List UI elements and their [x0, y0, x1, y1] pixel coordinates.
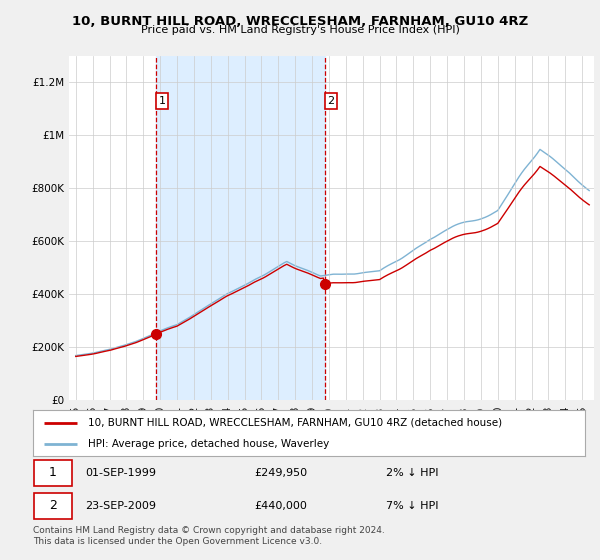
- Text: Price paid vs. HM Land Registry's House Price Index (HPI): Price paid vs. HM Land Registry's House …: [140, 25, 460, 35]
- Text: 2% ↓ HPI: 2% ↓ HPI: [386, 468, 439, 478]
- Text: 23-SEP-2009: 23-SEP-2009: [85, 501, 157, 511]
- Text: HPI: Average price, detached house, Waverley: HPI: Average price, detached house, Wave…: [88, 439, 329, 449]
- Text: 2: 2: [49, 500, 57, 512]
- Text: 2: 2: [327, 96, 334, 106]
- Text: 01-SEP-1999: 01-SEP-1999: [85, 468, 157, 478]
- FancyBboxPatch shape: [34, 460, 71, 486]
- Text: £249,950: £249,950: [254, 468, 307, 478]
- FancyBboxPatch shape: [34, 493, 71, 519]
- Text: 1: 1: [158, 96, 166, 106]
- Text: £440,000: £440,000: [254, 501, 307, 511]
- Text: 1: 1: [49, 466, 57, 479]
- Text: 7% ↓ HPI: 7% ↓ HPI: [386, 501, 439, 511]
- Bar: [156, 56, 325, 400]
- Text: Contains HM Land Registry data © Crown copyright and database right 2024.
This d: Contains HM Land Registry data © Crown c…: [33, 526, 385, 546]
- Text: 10, BURNT HILL ROAD, WRECCLESHAM, FARNHAM, GU10 4RZ: 10, BURNT HILL ROAD, WRECCLESHAM, FARNHA…: [72, 15, 528, 27]
- Text: 10, BURNT HILL ROAD, WRECCLESHAM, FARNHAM, GU10 4RZ (detached house): 10, BURNT HILL ROAD, WRECCLESHAM, FARNHA…: [88, 418, 502, 428]
